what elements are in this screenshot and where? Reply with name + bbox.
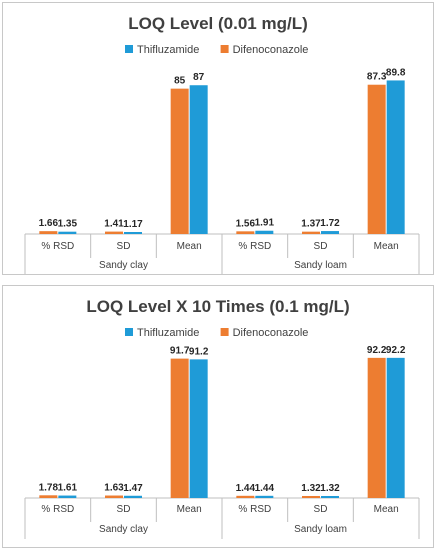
data-label-difenoconazole-0: 1.66 xyxy=(39,218,59,229)
bar-thifluzamide-4 xyxy=(321,495,339,498)
chart-loq-level: LOQ Level (0.01 mg/L) Thifluzamide Difenoc… xyxy=(24,14,420,274)
data-label-difenoconazole-1: 1.63 xyxy=(104,483,124,494)
bar-difenoconazole-4 xyxy=(302,231,320,234)
category-label-0: % RSD xyxy=(41,504,74,515)
bar-difenoconazole-0 xyxy=(39,495,58,498)
group-label-sandy-clay: Sandy clay xyxy=(99,524,148,535)
group-label-sandy-clay: Sandy clay xyxy=(99,260,148,271)
category-label-3: % RSD xyxy=(238,241,271,252)
category-label-4: SD xyxy=(314,504,328,515)
bar-difenoconazole-1 xyxy=(105,495,123,498)
chart-loq-level-x10: LOQ Level X 10 Times (0.1 mg/L) Thifluzam… xyxy=(24,297,420,539)
data-label-thifluzamide-1: 1.17 xyxy=(123,219,143,230)
bar-thifluzamide-0 xyxy=(58,495,77,498)
chart-panel-loq: LOQ Level (0.01 mg/L) Thifluzamide Difenoc… xyxy=(2,2,434,275)
data-label-difenoconazole-2: 91.7 xyxy=(170,346,190,357)
category-label-4: SD xyxy=(314,241,328,252)
data-label-thifluzamide-4: 1.32 xyxy=(320,483,340,494)
data-label-thifluzamide-3: 1.91 xyxy=(255,218,275,229)
legend-label-difenoconazole: Difenoconazole xyxy=(233,327,309,339)
bar-difenoconazole-4 xyxy=(302,495,320,498)
category-label-5: Mean xyxy=(374,504,399,515)
category-label-1: SD xyxy=(117,241,131,252)
bar-thifluzamide-0 xyxy=(58,231,77,234)
data-label-thifluzamide-0: 1.35 xyxy=(58,219,78,230)
data-label-difenoconazole-5: 87.3 xyxy=(367,72,387,83)
category-label-0: % RSD xyxy=(41,241,74,252)
bar-thifluzamide-2 xyxy=(189,85,208,234)
data-label-thifluzamide-3: 1.44 xyxy=(255,483,275,494)
legend-label-difenoconazole: Difenoconazole xyxy=(233,44,309,56)
legend-swatch-difenoconazole xyxy=(220,45,229,53)
chart-panel-loq-x10: LOQ Level X 10 Times (0.1 mg/L) Thifluzam… xyxy=(2,285,434,548)
data-label-thifluzamide-2: 87 xyxy=(193,72,205,83)
data-label-thifluzamide-0: 1.61 xyxy=(58,483,78,494)
category-label-1: SD xyxy=(117,504,131,515)
group-label-sandy-loam: Sandy loam xyxy=(294,524,347,535)
data-label-difenoconazole-2: 85 xyxy=(174,76,186,87)
data-label-thifluzamide-2: 91.2 xyxy=(189,346,209,357)
group-label-sandy-loam: Sandy loam xyxy=(294,260,347,271)
data-label-thifluzamide-5: 92.2 xyxy=(386,345,406,356)
bar-difenoconazole-5 xyxy=(367,357,386,498)
bar-thifluzamide-4 xyxy=(321,231,339,234)
data-label-difenoconazole-5: 92.2 xyxy=(367,345,387,356)
bar-difenoconazole-2 xyxy=(170,358,189,498)
data-label-difenoconazole-3: 1.44 xyxy=(236,483,256,494)
data-label-thifluzamide-5: 89.8 xyxy=(386,67,406,78)
data-label-thifluzamide-4: 1.72 xyxy=(320,218,340,229)
category-label-3: % RSD xyxy=(238,504,271,515)
bar-thifluzamide-3 xyxy=(255,230,274,234)
data-label-difenoconazole-1: 1.41 xyxy=(104,219,124,230)
data-label-difenoconazole-4: 1.32 xyxy=(301,483,321,494)
bar-thifluzamide-5 xyxy=(386,357,405,498)
data-label-thifluzamide-1: 1.47 xyxy=(123,483,143,494)
bar-difenoconazole-3 xyxy=(236,495,255,498)
legend-swatch-thifluzamide xyxy=(125,45,133,53)
category-label-2: Mean xyxy=(177,504,202,515)
chart-title: LOQ Level X 10 Times (0.1 mg/L) xyxy=(86,297,349,316)
bar-difenoconazole-0 xyxy=(39,231,58,234)
bar-difenoconazole-5 xyxy=(367,84,386,234)
bar-thifluzamide-5 xyxy=(386,80,405,234)
bar-difenoconazole-2 xyxy=(170,88,189,235)
category-label-5: Mean xyxy=(374,241,399,252)
bar-thifluzamide-3 xyxy=(255,495,274,498)
data-label-difenoconazole-0: 1.78 xyxy=(39,482,59,493)
bar-difenoconazole-3 xyxy=(236,231,255,234)
bar-thifluzamide-1 xyxy=(124,231,142,234)
bar-thifluzamide-1 xyxy=(124,495,142,498)
legend-label-thifluzamide: Thifluzamide xyxy=(137,44,199,56)
data-label-difenoconazole-3: 1.56 xyxy=(236,218,256,229)
chart-title: LOQ Level (0.01 mg/L) xyxy=(128,14,308,33)
bar-thifluzamide-2 xyxy=(189,359,208,498)
legend-label-thifluzamide: Thifluzamide xyxy=(137,327,199,339)
category-label-2: Mean xyxy=(177,241,202,252)
data-label-difenoconazole-4: 1.37 xyxy=(301,219,321,230)
legend-swatch-difenoconazole xyxy=(220,328,229,336)
bar-difenoconazole-1 xyxy=(105,231,123,234)
legend-swatch-thifluzamide xyxy=(125,328,133,336)
